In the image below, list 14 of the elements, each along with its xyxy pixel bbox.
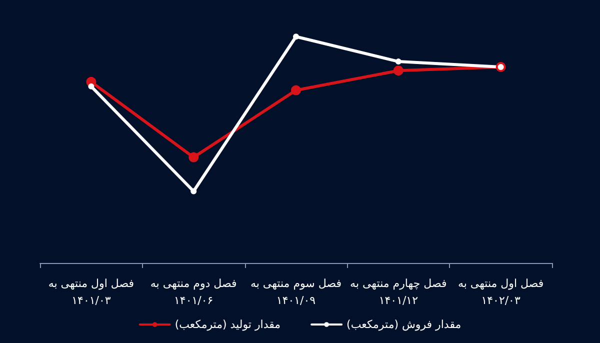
- x-tick-label: فصل چهارم منتهی به ۱۴۰۱/۱۲: [350, 277, 447, 307]
- legend-label: مقدار فروش (مترمکعب): [346, 318, 462, 331]
- x-tick-label: فصل سوم منتهی به ۱۴۰۱/۰۹: [250, 277, 342, 307]
- point: [188, 152, 199, 162]
- point: [190, 188, 197, 194]
- point: [293, 34, 299, 40]
- x-tick-label: فصل دوم منتهی به ۱۴۰۱/۰۶: [150, 277, 237, 307]
- x-tick-label: فصل اول منتهی به ۱۴۰۲/۰۳: [458, 277, 544, 307]
- legend-label: مقدار تولید (مترمکعب): [174, 318, 281, 331]
- point: [291, 85, 301, 96]
- point: [393, 66, 404, 76]
- point: [395, 58, 402, 65]
- point: [88, 83, 94, 90]
- x-tick-label: فصل اول منتهی به ۱۴۰۱/۰۳: [48, 277, 134, 307]
